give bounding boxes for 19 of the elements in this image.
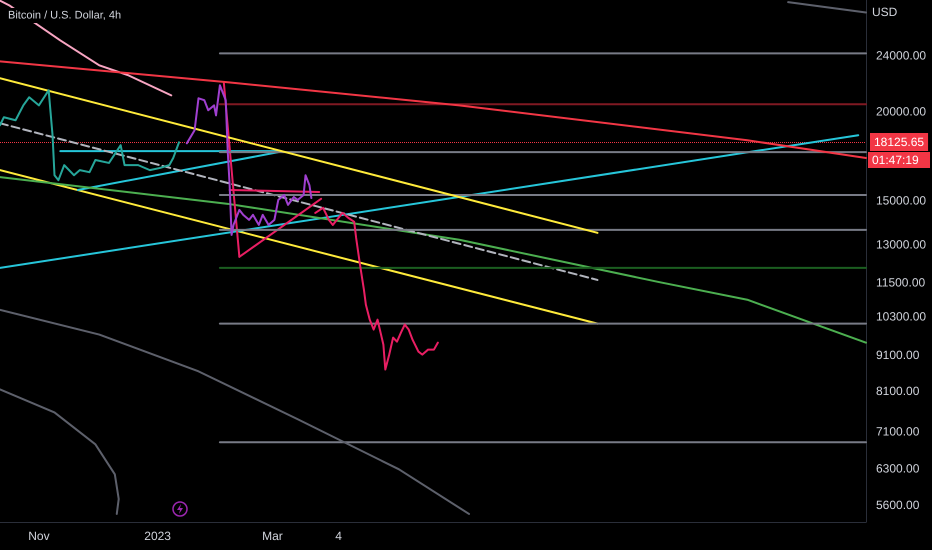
ref-line-label: 18125.65 xyxy=(874,135,924,150)
y-tick-label: 9100.00 xyxy=(876,348,920,362)
y-tick-label: 20000.00 xyxy=(876,104,926,119)
x-tick-label: Mar xyxy=(262,529,283,543)
text: Bitcoin / U.S. Dollar, 4h xyxy=(8,10,122,22)
y-axis-title: USD xyxy=(872,5,898,19)
text: 01:47:19 xyxy=(872,153,920,168)
y-tick-label: 13000.00 xyxy=(876,238,926,252)
y-tick-label: 6300.00 xyxy=(876,462,920,476)
y-tick-label: 15000.00 xyxy=(876,194,926,208)
x-tick-label: Nov xyxy=(28,529,50,543)
x-tick-label: 4 xyxy=(335,529,342,543)
y-tick-label: 24000.00 xyxy=(876,48,926,62)
y-tick-label: 7100.00 xyxy=(876,424,920,439)
y-tick-label: 8100.00 xyxy=(876,384,920,398)
x-tick-label: 2023 xyxy=(144,529,172,543)
y-tick-label: 11500.00 xyxy=(876,276,926,290)
y-tick-label: 5600.00 xyxy=(876,498,920,512)
y-tick-label: 10300.00 xyxy=(876,310,926,324)
